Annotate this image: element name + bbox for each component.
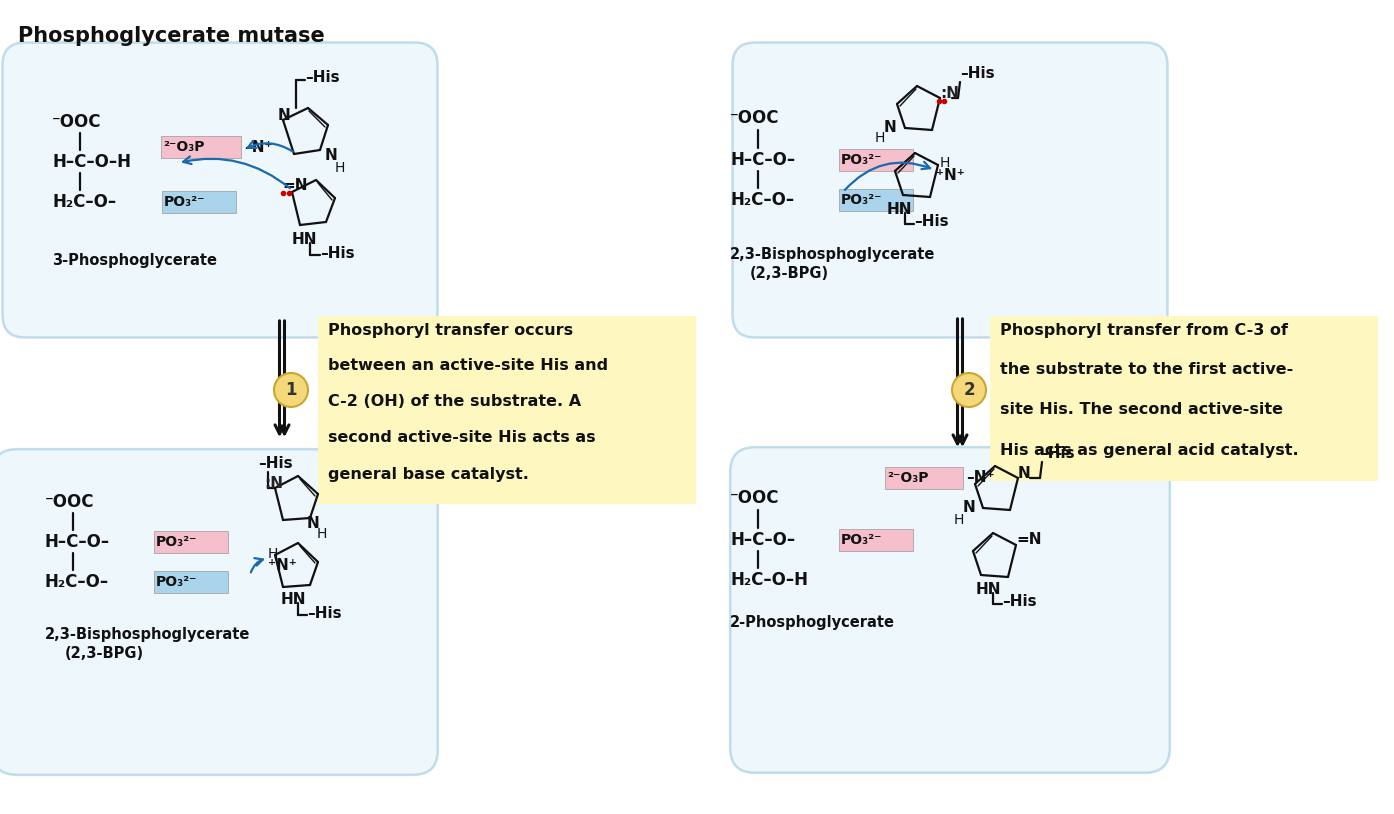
Text: PO₃²⁻: PO₃²⁻: [841, 153, 882, 167]
Text: N: N: [277, 108, 291, 124]
Text: between an active-site His and: between an active-site His and: [328, 358, 608, 374]
Text: –His: –His: [914, 215, 949, 230]
Text: 2: 2: [963, 381, 974, 399]
Text: –His: –His: [960, 65, 995, 81]
Text: 2-Phosphoglycerate: 2-Phosphoglycerate: [730, 615, 895, 629]
Text: HN: HN: [887, 203, 913, 217]
FancyBboxPatch shape: [839, 149, 913, 171]
Text: N: N: [1018, 466, 1030, 482]
Text: His acts as general acid catalyst.: His acts as general acid catalyst.: [999, 443, 1299, 457]
Text: –His: –His: [321, 246, 354, 260]
Text: N: N: [963, 501, 976, 515]
Text: =N: =N: [282, 177, 308, 192]
FancyBboxPatch shape: [162, 191, 236, 213]
Text: PO₃²⁻: PO₃²⁻: [156, 575, 198, 589]
Text: H–C–O–H: H–C–O–H: [52, 153, 131, 171]
Text: PO₃²⁻: PO₃²⁻: [156, 535, 198, 549]
Text: H–C–O–: H–C–O–: [730, 531, 795, 549]
Text: –N⁺: –N⁺: [966, 470, 994, 485]
FancyBboxPatch shape: [885, 467, 963, 489]
FancyBboxPatch shape: [153, 531, 229, 553]
Text: –N⁺: –N⁺: [244, 139, 272, 155]
Text: C-2 (OH) of the substrate. A: C-2 (OH) of the substrate. A: [328, 395, 581, 409]
Text: –His: –His: [1040, 445, 1075, 461]
Text: N: N: [325, 148, 337, 164]
Text: H: H: [940, 156, 951, 170]
Text: –His: –His: [1002, 594, 1037, 610]
Text: (2,3-BPG): (2,3-BPG): [750, 265, 829, 281]
Text: H₂C–O–: H₂C–O–: [730, 191, 795, 209]
Text: ⁺N⁺: ⁺N⁺: [268, 558, 297, 574]
FancyBboxPatch shape: [318, 316, 696, 504]
Text: second active-site His acts as: second active-site His acts as: [328, 431, 595, 445]
Text: N: N: [884, 120, 896, 134]
Text: H–C–O–: H–C–O–: [730, 151, 795, 169]
Text: PO₃²⁻: PO₃²⁻: [841, 533, 882, 547]
FancyBboxPatch shape: [153, 571, 229, 593]
Text: 2,3-Bisphosphoglycerate: 2,3-Bisphosphoglycerate: [730, 247, 935, 262]
Text: H₂C–O–: H₂C–O–: [52, 193, 116, 211]
Text: HN: HN: [282, 593, 307, 607]
Text: :N: :N: [940, 86, 959, 102]
Text: N: N: [307, 515, 319, 531]
Text: site His. The second active-site: site His. The second active-site: [999, 402, 1282, 418]
Text: HN: HN: [976, 583, 1001, 597]
Text: general base catalyst.: general base catalyst.: [328, 466, 528, 482]
Circle shape: [952, 373, 986, 407]
FancyBboxPatch shape: [160, 136, 241, 158]
Text: (2,3-BPG): (2,3-BPG): [66, 646, 144, 660]
Text: H: H: [953, 513, 965, 527]
Text: ⁻OOC: ⁻OOC: [52, 113, 102, 131]
Text: H–C–O–: H–C–O–: [45, 533, 110, 551]
Text: HN: HN: [291, 233, 318, 247]
Text: ⁻OOC: ⁻OOC: [730, 109, 779, 127]
Text: PO₃²⁻: PO₃²⁻: [841, 193, 882, 207]
Text: –His: –His: [307, 606, 342, 620]
Text: –His: –His: [258, 457, 293, 471]
Text: 1: 1: [286, 381, 297, 399]
Text: Phosphoglycerate mutase: Phosphoglycerate mutase: [18, 26, 325, 46]
FancyBboxPatch shape: [732, 42, 1168, 338]
Text: H₂C–O–: H₂C–O–: [45, 573, 109, 591]
Text: Phosphoryl transfer from C-3 of: Phosphoryl transfer from C-3 of: [999, 322, 1288, 338]
Text: Phosphoryl transfer occurs: Phosphoryl transfer occurs: [328, 322, 573, 338]
FancyBboxPatch shape: [990, 316, 1379, 481]
Text: H: H: [316, 527, 328, 541]
Text: 3-Phosphoglycerate: 3-Phosphoglycerate: [52, 252, 217, 268]
Text: PO₃²⁻: PO₃²⁻: [164, 195, 205, 209]
FancyBboxPatch shape: [0, 449, 438, 775]
FancyBboxPatch shape: [839, 529, 913, 551]
FancyBboxPatch shape: [3, 42, 438, 338]
Text: =N: =N: [1016, 532, 1041, 548]
Text: :N: :N: [263, 476, 283, 492]
Text: ⁻OOC: ⁻OOC: [730, 489, 779, 507]
FancyBboxPatch shape: [839, 189, 913, 211]
Text: H: H: [268, 547, 279, 561]
Text: H₂C–O–H: H₂C–O–H: [730, 571, 809, 589]
Text: ⁺N⁺: ⁺N⁺: [935, 168, 965, 182]
Text: –His: –His: [305, 71, 340, 85]
Text: ²⁻O₃P: ²⁻O₃P: [163, 140, 205, 154]
Text: 2,3-Bisphosphoglycerate: 2,3-Bisphosphoglycerate: [45, 628, 251, 642]
Text: H: H: [335, 161, 346, 175]
Text: ⁻OOC: ⁻OOC: [45, 493, 95, 511]
FancyBboxPatch shape: [730, 447, 1170, 772]
Circle shape: [275, 373, 308, 407]
Text: the substrate to the first active-: the substrate to the first active-: [999, 362, 1294, 378]
Text: ²⁻O₃P: ²⁻O₃P: [887, 471, 928, 485]
Text: H: H: [875, 131, 885, 145]
